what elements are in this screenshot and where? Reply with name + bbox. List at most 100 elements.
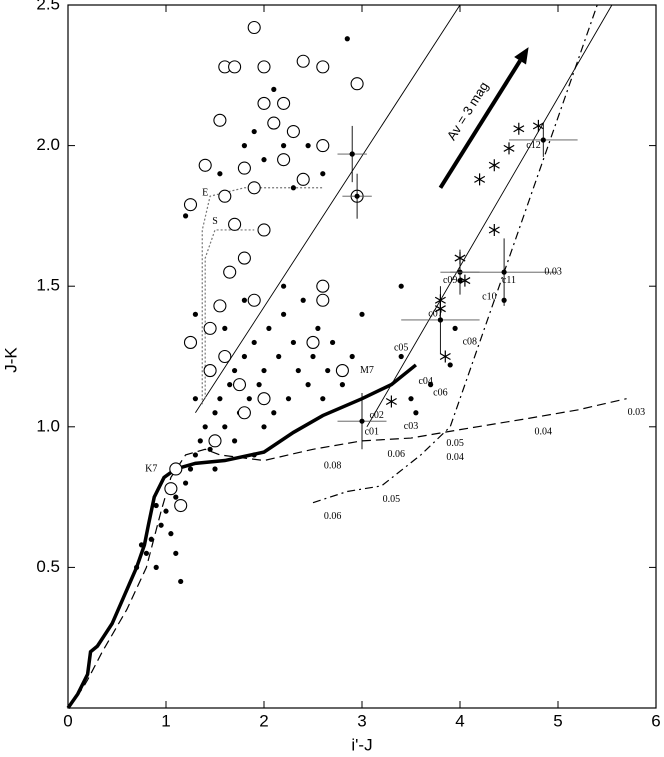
filled-point xyxy=(158,522,164,528)
open-point xyxy=(198,158,212,172)
filled-point xyxy=(134,564,140,571)
model-line xyxy=(366,4,613,428)
filled-point xyxy=(271,410,277,416)
model-line xyxy=(67,398,627,709)
model-line xyxy=(312,4,598,504)
filled-point xyxy=(325,367,331,374)
filled-point xyxy=(202,424,208,430)
open-point xyxy=(316,139,330,153)
annotation: 0.06 xyxy=(324,511,342,522)
open-point xyxy=(228,60,242,74)
filled-point xyxy=(281,311,287,317)
filled-point xyxy=(241,143,247,149)
y-axis-label: J-K xyxy=(1,347,20,373)
annotation: K7 xyxy=(145,463,157,474)
filled-point xyxy=(300,297,306,303)
filled-point xyxy=(187,466,194,472)
filled-point xyxy=(222,325,228,331)
open-point xyxy=(183,335,198,349)
annotation: 0.03 xyxy=(628,407,646,418)
filled-point xyxy=(251,128,257,135)
star-point xyxy=(513,122,525,135)
annotation: S xyxy=(212,216,218,227)
star-point xyxy=(503,142,515,155)
x-tick-label: 5 xyxy=(553,711,562,730)
x-tick-label: 3 xyxy=(357,711,366,730)
filled-point xyxy=(266,325,272,331)
x-tick-label: 1 xyxy=(161,711,170,730)
filled-point xyxy=(447,362,453,368)
model-line xyxy=(195,4,461,413)
filled-point xyxy=(217,171,223,177)
filled-point xyxy=(212,466,218,472)
open-point xyxy=(286,124,300,139)
filled-point xyxy=(232,367,238,374)
open-point xyxy=(316,60,330,74)
filled-point xyxy=(281,143,287,149)
annotation: 0.06 xyxy=(388,449,406,460)
filled-point xyxy=(183,480,189,486)
open-point xyxy=(228,217,242,231)
filled-point xyxy=(452,325,458,331)
filled-point xyxy=(256,382,262,388)
open-point xyxy=(335,364,349,378)
star-point xyxy=(532,119,544,132)
filled-point xyxy=(305,143,311,149)
annotation: c09 xyxy=(443,275,457,286)
open-point xyxy=(208,434,222,448)
filled-point xyxy=(192,452,198,458)
star-point xyxy=(385,395,397,408)
open-point xyxy=(237,161,251,175)
open-point xyxy=(237,251,251,265)
filled-point xyxy=(320,396,326,402)
open-point xyxy=(213,299,227,313)
open-point xyxy=(296,172,310,186)
y-tick-label: 2.0 xyxy=(36,135,60,154)
open-point xyxy=(203,321,217,335)
filled-point xyxy=(295,367,301,374)
annotation: 0.08 xyxy=(324,460,342,471)
filled-point xyxy=(281,283,287,289)
filled-point xyxy=(339,382,345,388)
open-point xyxy=(257,60,271,74)
open-point xyxy=(169,462,183,476)
filled-point xyxy=(398,353,404,360)
annotation: 0.05 xyxy=(383,494,401,505)
error-point xyxy=(437,317,443,323)
x-tick-label: 6 xyxy=(651,711,660,730)
filled-point xyxy=(207,446,213,452)
filled-point xyxy=(413,410,419,416)
open-point xyxy=(218,349,232,364)
annotation: c07 xyxy=(428,309,442,320)
filled-point xyxy=(217,396,223,402)
error-point xyxy=(354,193,360,199)
filled-point xyxy=(232,438,238,444)
open-point xyxy=(257,223,271,237)
open-point xyxy=(174,498,188,513)
filled-point xyxy=(192,396,198,402)
filled-point xyxy=(408,396,414,402)
annotation: c05 xyxy=(394,342,408,353)
open-point xyxy=(183,198,198,212)
annotation: 0.04 xyxy=(535,427,553,438)
open-point xyxy=(257,392,271,406)
annotation: c12 xyxy=(526,140,540,151)
filled-point xyxy=(163,508,169,514)
annotation: c03 xyxy=(404,421,418,432)
filled-point xyxy=(315,325,321,331)
annotation: 0.05 xyxy=(446,438,464,449)
filled-point xyxy=(212,410,218,416)
filled-point xyxy=(320,171,326,177)
plot-frame xyxy=(67,4,657,709)
annotation: M7 xyxy=(360,365,374,376)
open-point xyxy=(203,364,217,378)
open-point xyxy=(213,113,227,127)
x-tick-label: 2 xyxy=(259,711,268,730)
open-point xyxy=(237,406,251,420)
error-point xyxy=(359,418,365,424)
filled-point xyxy=(143,550,149,556)
arrow-head xyxy=(514,47,529,65)
annotation: c06 xyxy=(433,387,447,398)
annotation: 0.04 xyxy=(446,452,464,463)
filled-point xyxy=(310,353,316,360)
